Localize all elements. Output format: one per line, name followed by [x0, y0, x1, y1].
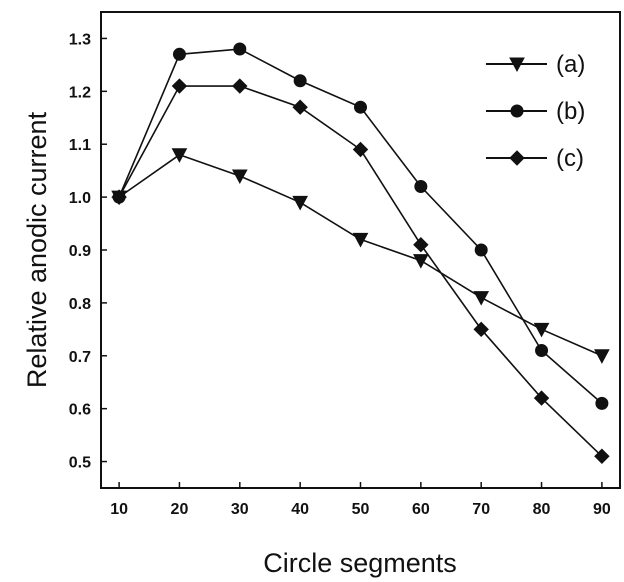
- data-point: [414, 180, 428, 194]
- data-point: [595, 396, 609, 410]
- x-tick-label: 80: [533, 501, 551, 518]
- x-tick-label: 10: [110, 501, 128, 518]
- legend-label: (b): [556, 98, 585, 125]
- series-2: [111, 78, 610, 464]
- data-point: [111, 189, 127, 205]
- data-point: [535, 343, 549, 357]
- series-line: [118, 85, 603, 457]
- legend-marker: [510, 104, 524, 118]
- legend-marker: [509, 150, 525, 166]
- x-tick-label: 90: [593, 501, 611, 518]
- y-tick-label: 0.5: [69, 455, 91, 472]
- y-tick-label: 0.6: [69, 402, 91, 419]
- data-point: [232, 78, 248, 94]
- data-point: [172, 47, 186, 61]
- data-point: [473, 321, 489, 338]
- data-point: [413, 237, 429, 253]
- data-point: [352, 141, 369, 158]
- data-point: [533, 322, 550, 338]
- legend-item: (c): [486, 145, 584, 172]
- data-point: [594, 349, 610, 364]
- series-layer: [111, 42, 610, 464]
- y-axis-title: Relative anodic current: [22, 111, 52, 388]
- data-point: [352, 232, 369, 248]
- data-point: [533, 390, 550, 406]
- data-point: [293, 74, 307, 88]
- x-tick-label: 70: [472, 501, 490, 518]
- legend: (a) (b) (c): [486, 51, 585, 172]
- series-1: [112, 42, 609, 410]
- x-tick-label: 40: [291, 501, 309, 518]
- x-tick-label: 30: [231, 501, 249, 518]
- data-point: [292, 99, 308, 115]
- y-tick-label: 1.3: [69, 31, 91, 48]
- data-point: [233, 42, 247, 56]
- x-tick-label: 60: [412, 501, 430, 518]
- data-point: [231, 169, 248, 185]
- data-point: [473, 291, 490, 306]
- y-tick-label: 1.0: [69, 190, 91, 207]
- data-point: [474, 243, 488, 257]
- data-point: [354, 100, 367, 114]
- y-tick-label: 0.7: [69, 349, 91, 366]
- data-point: [413, 254, 429, 269]
- x-tick-label: 20: [171, 501, 189, 518]
- ticks-layer: 10 20 30 40 50 60 70 80 90 0.5 0.6 0.7 0.8 0.9 1.0 1.1 1…: [69, 31, 611, 518]
- x-axis-title: Circle segments: [263, 548, 457, 578]
- series-0: [111, 148, 610, 364]
- y-tick-label: 0.9: [69, 243, 91, 260]
- data-point: [292, 195, 308, 211]
- legend-label: (c): [556, 145, 584, 172]
- y-tick-label: 1.1: [69, 137, 91, 154]
- x-tick-label: 50: [352, 501, 370, 518]
- legend-item: (a): [486, 51, 585, 78]
- data-point: [171, 78, 188, 94]
- y-tick-label: 1.2: [69, 84, 91, 101]
- legend-item: (b): [486, 98, 585, 125]
- y-tick-label: 0.8: [69, 296, 91, 313]
- legend-label: (a): [556, 51, 585, 78]
- data-point: [594, 448, 610, 464]
- data-point: [171, 148, 188, 163]
- series-line: [118, 153, 603, 357]
- legend-marker: [509, 57, 525, 73]
